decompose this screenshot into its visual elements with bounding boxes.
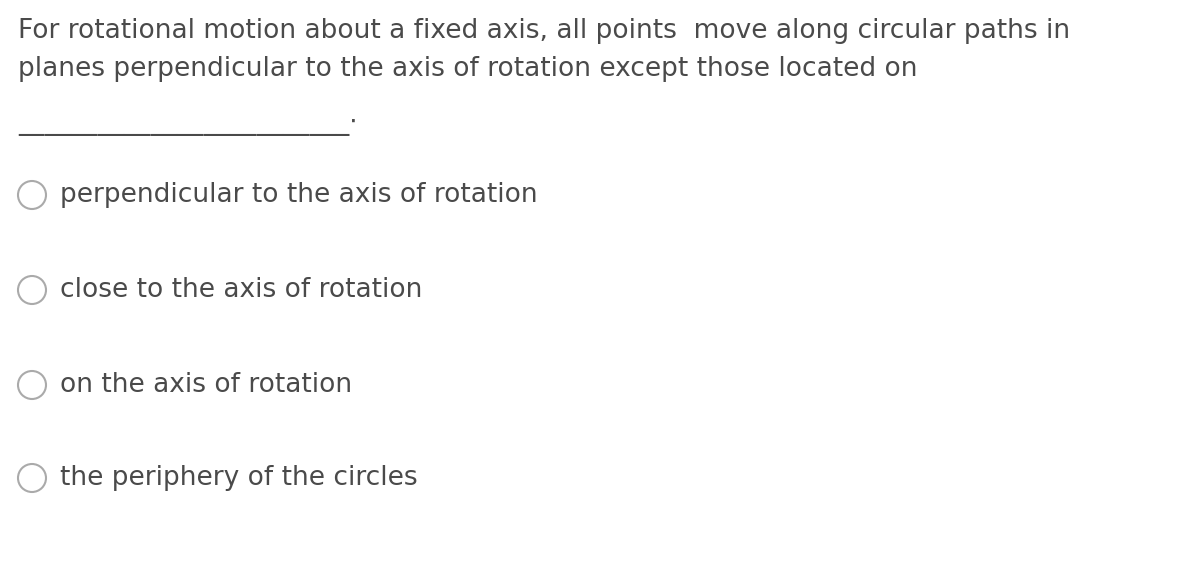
Text: close to the axis of rotation: close to the axis of rotation (60, 277, 422, 303)
Text: the periphery of the circles: the periphery of the circles (60, 465, 418, 491)
Text: _________________________⋅: _________________________⋅ (18, 110, 358, 136)
Text: planes perpendicular to the axis of rotation except those located on: planes perpendicular to the axis of rota… (18, 56, 918, 82)
Text: on the axis of rotation: on the axis of rotation (60, 372, 352, 398)
Text: For rotational motion about a fixed axis, all points  move along circular paths : For rotational motion about a fixed axis… (18, 18, 1070, 44)
Text: perpendicular to the axis of rotation: perpendicular to the axis of rotation (60, 182, 538, 208)
